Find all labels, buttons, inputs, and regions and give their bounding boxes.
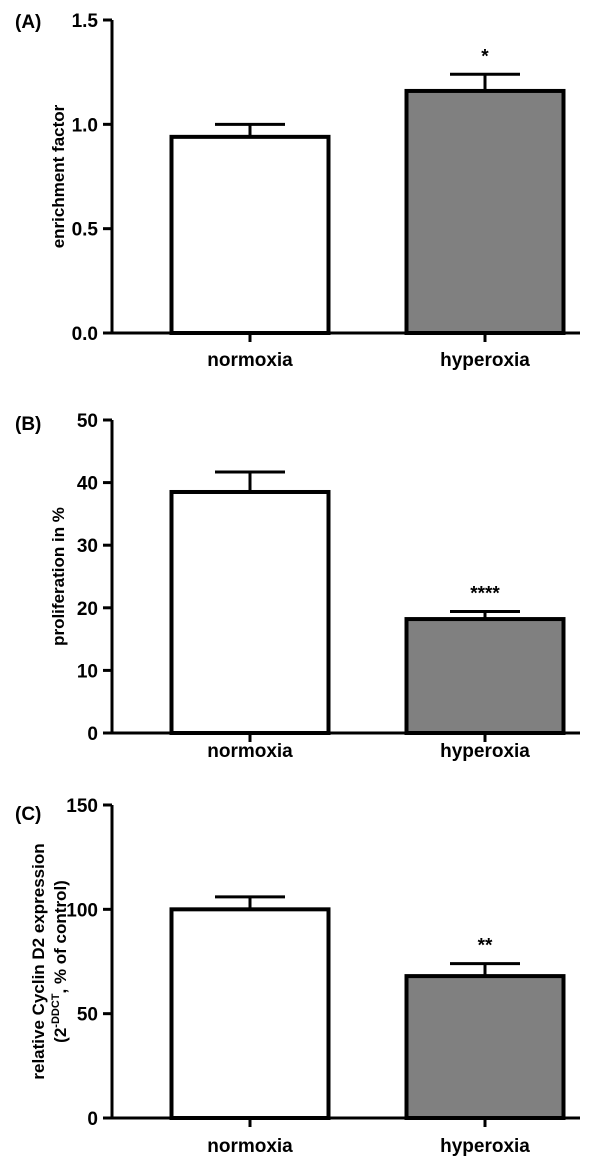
bar-hyperoxia	[404, 88, 566, 335]
y-tick-label: 0	[87, 1109, 98, 1130]
y-axis-label: enrichment factor	[49, 104, 68, 248]
y-tick-label: 40	[77, 474, 98, 495]
panel-label: (A)	[15, 12, 41, 33]
category-label-hyperoxia: hyperoxia	[440, 741, 530, 762]
y-tick-label: 0.5	[72, 220, 99, 241]
category-label-normoxia: normoxia	[207, 350, 293, 371]
y-tick-label: 0	[87, 724, 98, 745]
panel-label: (B)	[15, 414, 41, 435]
chart-panel-3: (C) 0 50 100 150 relative Cyclin D2 expressio…	[15, 796, 580, 1157]
y-tick-label: 10	[77, 661, 98, 682]
y-tick-label: 50	[77, 1005, 98, 1026]
bar-hyperoxia	[404, 974, 566, 1121]
bar-normoxia	[169, 489, 331, 735]
y-tick-label: 0.0	[72, 324, 98, 345]
y-axis-label-line2: (2-DDCT, % of control)	[50, 880, 70, 1043]
category-label-hyperoxia: hyperoxia	[440, 350, 530, 371]
bar-normoxia	[169, 907, 331, 1120]
y-tick-label: 1.0	[72, 115, 98, 136]
y-tick-label: 1.5	[72, 11, 99, 32]
bar-hyperoxia	[404, 617, 566, 735]
y-tick-label: 100	[66, 900, 98, 921]
category-label-normoxia: normoxia	[207, 1136, 293, 1157]
significance-marker: *	[481, 46, 489, 67]
y-tick-label: 50	[77, 411, 98, 432]
significance-marker: **	[478, 936, 493, 957]
y-axis-label: proliferation in %	[49, 507, 68, 646]
chart-panel-1: (A) 0.0 0.5 1.0 1.5 enrichment factor normoxia…	[15, 11, 580, 371]
bar-normoxia	[169, 134, 331, 335]
chart-panel-2: (B) 0 10 20 30 40 50 proliferation in % normoxia…	[15, 411, 580, 762]
category-label-hyperoxia: hyperoxia	[440, 1136, 530, 1157]
y-tick-label: 20	[77, 599, 98, 620]
y-tick-label: 150	[66, 796, 98, 817]
significance-marker: ****	[470, 584, 500, 605]
y-axis-label: relative Cyclin D2 expression	[29, 843, 48, 1079]
category-label-normoxia: normoxia	[207, 741, 293, 762]
panel-label: (C)	[15, 804, 41, 825]
y-tick-label: 30	[77, 536, 98, 557]
